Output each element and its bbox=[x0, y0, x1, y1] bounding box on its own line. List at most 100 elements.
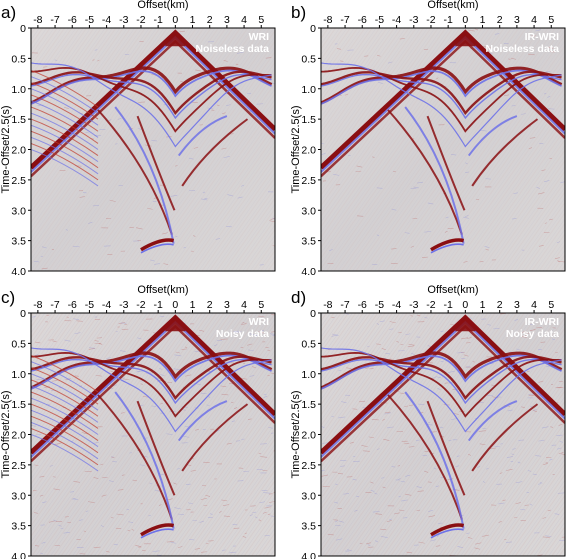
x-tick-label: -7 bbox=[340, 14, 349, 26]
x-tick-label: -7 bbox=[340, 299, 349, 311]
data-type-label: Noiseless data bbox=[485, 43, 559, 55]
seismic-gather-image bbox=[321, 313, 565, 556]
x-tick-label: 0 bbox=[462, 14, 468, 26]
x-tick-label: -3 bbox=[119, 299, 128, 311]
x-tick-label: -4 bbox=[392, 299, 401, 311]
y-tick-label: 1.5 bbox=[11, 399, 26, 411]
panel-label: b) bbox=[291, 3, 306, 22]
x-tick-label: 4 bbox=[531, 14, 537, 26]
y-tick-label: 4.0 bbox=[301, 551, 316, 559]
x-tick-label: -2 bbox=[136, 14, 145, 26]
x-tick-label: -6 bbox=[68, 14, 77, 26]
x-tick-label: -3 bbox=[119, 14, 128, 26]
x-tick-label: -6 bbox=[358, 299, 367, 311]
x-tick-label: -6 bbox=[68, 299, 77, 311]
y-tick-label: 4.0 bbox=[301, 266, 316, 278]
x-tick-label: 5 bbox=[258, 299, 264, 311]
data-type-label: Noisy data bbox=[506, 328, 559, 340]
y-tick-label: 4.0 bbox=[11, 266, 26, 278]
y-axis-title: Time-Offset/2.5(s) bbox=[0, 390, 12, 478]
y-tick-label: 2.5 bbox=[301, 460, 316, 472]
y-tick-label: 0 bbox=[310, 308, 316, 320]
x-tick-label: 4 bbox=[531, 299, 537, 311]
x-tick-label: -1 bbox=[443, 299, 452, 311]
x-tick-label: -8 bbox=[323, 299, 332, 311]
y-tick-label: 3.0 bbox=[11, 205, 26, 217]
y-tick-label: 0.5 bbox=[11, 338, 26, 350]
x-tick-label: 4 bbox=[241, 14, 247, 26]
panel-b: b) Offset(km) Time-Offset/2.5(s) IR-WRINois… bbox=[290, 0, 566, 278]
method-label: WRI bbox=[249, 316, 269, 328]
data-type-label: Noisy data bbox=[216, 328, 269, 340]
x-tick-label: 1 bbox=[190, 299, 196, 311]
x-tick-label: -2 bbox=[136, 299, 145, 311]
method-label: IR-WRI bbox=[525, 31, 559, 43]
seismic-gather-image bbox=[321, 28, 565, 271]
y-tick-label: 2.0 bbox=[11, 145, 26, 157]
x-tick-label: -8 bbox=[33, 299, 42, 311]
method-label: IR-WRI bbox=[525, 316, 559, 328]
x-tick-label: -4 bbox=[102, 14, 111, 26]
x-tick-label: -6 bbox=[358, 14, 367, 26]
data-type-label: Noiseless data bbox=[195, 43, 269, 55]
x-tick-label: -4 bbox=[102, 299, 111, 311]
x-tick-label: 0 bbox=[172, 299, 178, 311]
y-tick-label: 1.0 bbox=[11, 369, 26, 381]
x-tick-label: -2 bbox=[426, 299, 435, 311]
y-axis-title: Time-Offset/2.5(s) bbox=[0, 105, 12, 193]
x-tick-label: 2 bbox=[207, 14, 213, 26]
y-tick-label: 3.5 bbox=[11, 236, 26, 248]
y-tick-label: 1.0 bbox=[301, 369, 316, 381]
panel-label: c) bbox=[1, 288, 15, 307]
x-tick-label: 4 bbox=[241, 299, 247, 311]
y-tick-label: 0 bbox=[20, 308, 26, 320]
y-tick-label: 1.5 bbox=[11, 114, 26, 126]
y-tick-label: 3.0 bbox=[301, 490, 316, 502]
panel-d: d) Offset(km) Time-Offset/2.5(s) IR-WRINois… bbox=[290, 284, 566, 559]
y-tick-label: 2.5 bbox=[11, 460, 26, 472]
x-axis-title: Offset(km) bbox=[137, 0, 188, 11]
x-tick-label: -5 bbox=[85, 299, 94, 311]
y-tick-label: 1.5 bbox=[301, 399, 316, 411]
x-tick-label: 3 bbox=[224, 299, 230, 311]
x-tick-label: 5 bbox=[548, 14, 554, 26]
x-tick-label: -3 bbox=[409, 299, 418, 311]
y-tick-label: 2.0 bbox=[11, 430, 26, 442]
x-tick-label: -7 bbox=[50, 299, 59, 311]
x-tick-label: -1 bbox=[153, 14, 162, 26]
x-tick-label: -1 bbox=[153, 299, 162, 311]
y-axis-title: Time-Offset/2.5(s) bbox=[290, 105, 302, 193]
x-tick-label: 5 bbox=[258, 14, 264, 26]
panel-a: a) Offset(km) Time-Offset/2.5(s) WRINoisele… bbox=[0, 0, 276, 278]
y-tick-label: 1.0 bbox=[11, 84, 26, 96]
y-tick-label: 3.5 bbox=[301, 236, 316, 248]
x-tick-label: -4 bbox=[392, 14, 401, 26]
y-tick-label: 1.5 bbox=[301, 114, 316, 126]
y-axis-title: Time-Offset/2.5(s) bbox=[290, 390, 302, 478]
y-tick-label: 4.0 bbox=[11, 551, 26, 559]
x-tick-label: 1 bbox=[190, 14, 196, 26]
seismic-gather-image bbox=[31, 28, 275, 271]
y-tick-label: 0 bbox=[20, 23, 26, 35]
y-tick-label: 2.0 bbox=[301, 145, 316, 157]
x-tick-label: 2 bbox=[207, 299, 213, 311]
y-tick-label: 2.5 bbox=[11, 175, 26, 187]
y-tick-label: 2.0 bbox=[301, 430, 316, 442]
x-tick-label: 3 bbox=[514, 14, 520, 26]
x-tick-label: -8 bbox=[323, 14, 332, 26]
x-tick-label: 0 bbox=[462, 299, 468, 311]
panel-label: d) bbox=[291, 288, 306, 307]
x-tick-label: -7 bbox=[50, 14, 59, 26]
x-tick-label: 1 bbox=[480, 299, 486, 311]
y-tick-label: 3.0 bbox=[11, 490, 26, 502]
y-tick-label: 3.5 bbox=[11, 521, 26, 533]
y-tick-label: 1.0 bbox=[301, 84, 316, 96]
x-tick-label: -5 bbox=[375, 299, 384, 311]
x-tick-label: -1 bbox=[443, 14, 452, 26]
x-axis-title: Offset(km) bbox=[137, 284, 188, 296]
x-tick-label: -3 bbox=[409, 14, 418, 26]
x-axis-title: Offset(km) bbox=[427, 284, 478, 296]
x-tick-label: 0 bbox=[172, 14, 178, 26]
x-tick-label: 3 bbox=[224, 14, 230, 26]
